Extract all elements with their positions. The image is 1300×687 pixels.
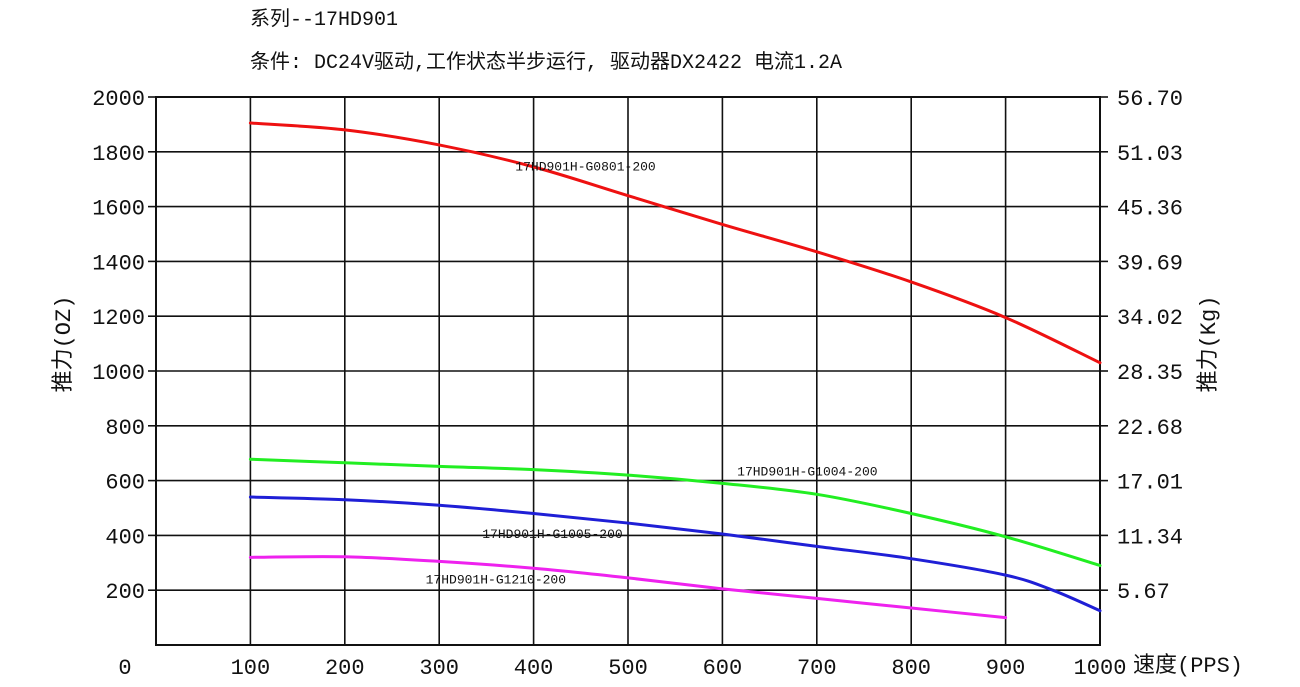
left-y-tick-label: 1800 (92, 142, 145, 167)
x-tick-label: 900 (986, 656, 1026, 681)
series-line-0 (248, 121, 1102, 365)
x-tick-label: 200 (325, 656, 365, 681)
right-y-tick-label: 28.35 (1117, 361, 1183, 386)
series-line-2 (248, 495, 1102, 613)
left-y-tick-label: 1200 (92, 306, 145, 331)
left-y-tick-label: 1600 (92, 197, 145, 222)
x-axis-title: 速度(PPS) (1133, 653, 1243, 679)
right-y-tick-label: 45.36 (1117, 197, 1183, 222)
right-y-tick-label: 5.67 (1117, 580, 1170, 605)
series-label-0: 17HD901H-G0801-200 (515, 159, 655, 174)
left-y-tick-label: 800 (105, 416, 145, 441)
left-y-tick-label: 1400 (92, 251, 145, 276)
x-tick-label: 1000 (1074, 656, 1127, 681)
x-tick-label: 600 (703, 656, 743, 681)
x-tick-label: 0 (118, 656, 131, 681)
grid-group (148, 96, 1108, 646)
left-y-axis-title: 推力(OZ) (51, 296, 77, 393)
axis-title-group: 速度(PPS) 推力(OZ) 推力(Kg) (51, 296, 1243, 679)
left-y-tick-label: 1000 (92, 361, 145, 386)
label-group: 17HD901H-G0801-200 17HD901H-G1004-200 17HD… (426, 159, 878, 587)
series-label-1: 17HD901H-G1004-200 (737, 465, 877, 480)
x-tick-label: 100 (231, 656, 271, 681)
right-y-tick-label: 51.03 (1117, 142, 1183, 167)
right-y-tick-label: 17.01 (1117, 471, 1183, 496)
left-y-tick-label: 400 (105, 525, 145, 550)
chart-title: 系列--17HD901 (250, 7, 398, 32)
right-y-tick-label: 39.69 (1117, 251, 1183, 276)
left-y-tick-label: 2000 (92, 87, 145, 112)
left-y-tick-label: 600 (105, 471, 145, 496)
right-y-tick-label: 22.68 (1117, 416, 1183, 441)
x-tick-label: 700 (797, 656, 837, 681)
title-group: 系列--17HD901 条件: DC24V驱动,工作状态半步运行, 驱动器DX2… (250, 7, 842, 75)
series-label-2: 17HD901H-G1005-200 (482, 527, 622, 542)
left-y-tick-label: 200 (105, 580, 145, 605)
x-tick-label: 300 (419, 656, 459, 681)
tick-group: 0 100 200 300 400 500 600 700 800 900 1000 2000 1800… (92, 87, 1183, 681)
right-y-tick-label: 56.70 (1117, 87, 1183, 112)
chart-subtitle: 条件: DC24V驱动,工作状态半步运行, 驱动器DX2422 电流1.2A (250, 50, 842, 75)
right-y-tick-label: 11.34 (1117, 525, 1183, 550)
right-y-axis-title: 推力(Kg) (1196, 296, 1222, 393)
right-y-tick-label: 34.02 (1117, 306, 1183, 331)
x-tick-label: 400 (514, 656, 554, 681)
x-tick-label: 500 (608, 656, 648, 681)
series-group (248, 121, 1102, 620)
x-tick-label: 800 (891, 656, 931, 681)
series-line-3 (248, 555, 1008, 620)
series-line-1 (248, 457, 1102, 568)
series-label-3: 17HD901H-G1210-200 (426, 572, 566, 587)
